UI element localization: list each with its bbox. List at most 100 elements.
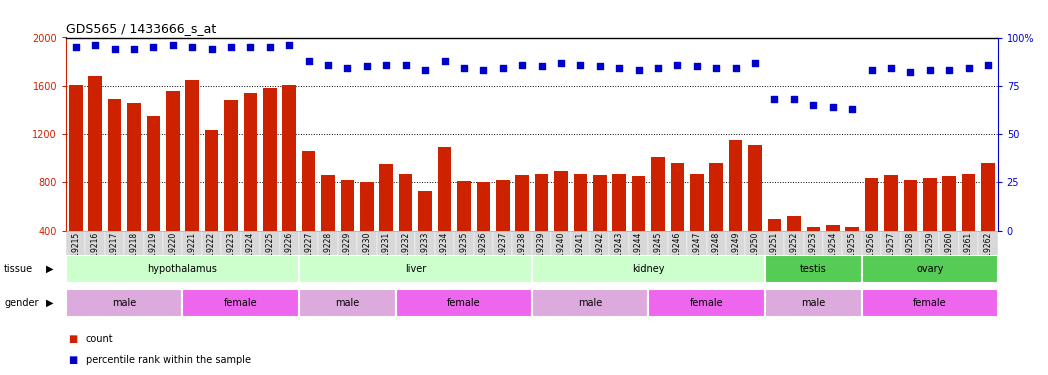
- Bar: [903, 180, 917, 279]
- Point: [67, 44, 84, 50]
- Bar: [144, 231, 163, 281]
- Bar: [787, 216, 801, 279]
- Bar: [843, 231, 861, 281]
- Point: [436, 58, 453, 64]
- Bar: [361, 182, 374, 279]
- Bar: [516, 175, 529, 279]
- Bar: [66, 231, 86, 281]
- Point: [630, 68, 647, 74]
- Point: [650, 65, 667, 71]
- Point: [786, 96, 803, 102]
- Point: [106, 46, 123, 52]
- Point: [301, 58, 318, 64]
- Text: female: female: [224, 298, 258, 308]
- Bar: [865, 177, 878, 279]
- Bar: [784, 231, 804, 281]
- Point: [980, 62, 997, 68]
- Bar: [204, 130, 218, 279]
- Bar: [939, 231, 959, 281]
- Bar: [923, 177, 937, 279]
- Bar: [531, 231, 551, 281]
- Bar: [551, 231, 571, 281]
- Bar: [709, 163, 723, 279]
- Bar: [748, 145, 762, 279]
- Bar: [959, 231, 978, 281]
- Bar: [396, 289, 531, 317]
- Bar: [531, 255, 765, 283]
- Text: GDS565 / 1433666_s_at: GDS565 / 1433666_s_at: [66, 22, 216, 35]
- Bar: [415, 231, 435, 281]
- Bar: [804, 231, 823, 281]
- Bar: [66, 289, 182, 317]
- Bar: [768, 219, 781, 279]
- Bar: [396, 231, 415, 281]
- Text: hypothalamus: hypothalamus: [148, 264, 217, 274]
- Bar: [299, 289, 396, 317]
- Bar: [357, 231, 376, 281]
- Bar: [493, 231, 512, 281]
- Bar: [531, 289, 649, 317]
- Bar: [534, 174, 548, 279]
- Point: [882, 65, 899, 71]
- Point: [533, 63, 550, 69]
- Point: [183, 44, 200, 50]
- Point: [126, 46, 143, 52]
- Point: [941, 68, 958, 74]
- Bar: [299, 231, 319, 281]
- Text: ▶: ▶: [46, 264, 53, 274]
- Bar: [496, 180, 509, 279]
- Bar: [590, 231, 610, 281]
- Bar: [612, 174, 626, 279]
- Bar: [593, 175, 607, 279]
- Bar: [457, 181, 471, 279]
- Text: gender: gender: [4, 298, 39, 308]
- Bar: [319, 231, 337, 281]
- Bar: [649, 289, 765, 317]
- Point: [320, 62, 336, 68]
- Bar: [263, 88, 277, 279]
- Bar: [573, 174, 587, 279]
- Bar: [687, 231, 706, 281]
- Bar: [765, 289, 861, 317]
- Point: [397, 62, 414, 68]
- Bar: [823, 231, 843, 281]
- Bar: [202, 231, 221, 281]
- Point: [222, 44, 239, 50]
- Point: [340, 65, 356, 71]
- Text: male: male: [577, 298, 603, 308]
- Text: female: female: [913, 298, 946, 308]
- Bar: [651, 157, 664, 279]
- Bar: [66, 255, 299, 283]
- Bar: [765, 255, 861, 283]
- Point: [864, 68, 880, 74]
- Point: [378, 62, 395, 68]
- Point: [203, 46, 220, 52]
- Bar: [745, 231, 765, 281]
- Point: [921, 68, 938, 74]
- Bar: [978, 231, 998, 281]
- Bar: [726, 231, 745, 281]
- Point: [514, 62, 530, 68]
- Bar: [163, 231, 182, 281]
- Bar: [765, 231, 784, 281]
- Point: [844, 106, 860, 112]
- Point: [552, 60, 569, 66]
- Bar: [861, 289, 998, 317]
- Bar: [668, 231, 687, 281]
- Bar: [861, 231, 881, 281]
- Bar: [302, 151, 315, 279]
- Bar: [86, 231, 105, 281]
- Text: count: count: [86, 334, 113, 344]
- Text: ovary: ovary: [916, 264, 943, 274]
- Bar: [322, 175, 335, 279]
- Bar: [981, 163, 995, 279]
- Point: [611, 65, 628, 71]
- Bar: [379, 164, 393, 279]
- Point: [242, 44, 259, 50]
- Bar: [900, 231, 920, 281]
- Point: [591, 63, 608, 69]
- Bar: [920, 231, 939, 281]
- Bar: [438, 147, 452, 279]
- Text: kidney: kidney: [632, 264, 664, 274]
- Point: [727, 65, 744, 71]
